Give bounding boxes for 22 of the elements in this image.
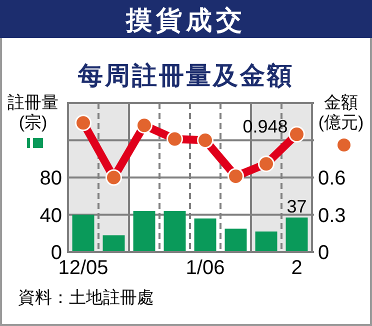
bar xyxy=(224,228,247,252)
bar xyxy=(72,214,94,252)
y-tick-label: 80 xyxy=(40,168,62,190)
chart-subtitle: 每周註冊量及金額 xyxy=(77,62,294,90)
y2-tick-label: 0 xyxy=(318,242,330,264)
y-axis-title: 註冊量 (宗) xyxy=(8,93,58,132)
y2-axis-title: 金額 (億元) xyxy=(318,93,364,132)
chart-title: 摸貨成交 xyxy=(125,5,246,35)
data-label: 0.948 xyxy=(242,116,288,136)
bar xyxy=(133,211,156,252)
text: 資料：土地註冊處 xyxy=(18,288,154,307)
y2-tick-label: 0.6 xyxy=(318,168,346,190)
y-tick-label: 40 xyxy=(40,204,62,227)
x-tick-label: 1/06 xyxy=(186,257,225,279)
bar xyxy=(255,232,278,252)
bar xyxy=(102,235,125,252)
data-label: 37 xyxy=(286,196,307,217)
bar xyxy=(286,218,308,252)
x-tick-label: 2 xyxy=(291,257,302,279)
bar xyxy=(194,218,216,252)
bar xyxy=(164,211,186,252)
y2-tick-label: 0.3 xyxy=(318,204,346,227)
